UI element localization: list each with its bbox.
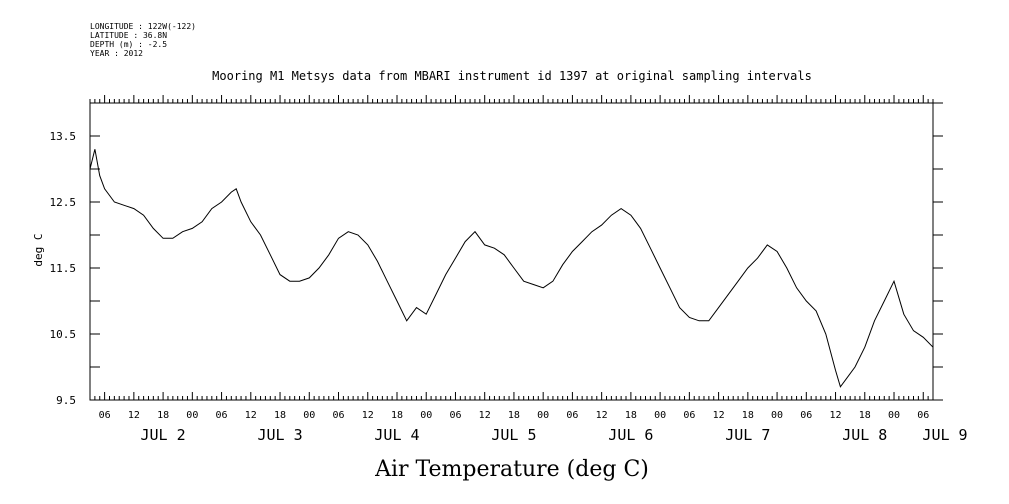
x-day-label: JUL 7 xyxy=(725,426,770,444)
x-hour-label: 00 xyxy=(771,410,783,421)
x-hour-label: 12 xyxy=(245,410,257,421)
y-tick-label: 10.5 xyxy=(50,328,77,341)
x-hour-label: 12 xyxy=(713,410,725,421)
x-day-label: JUL 6 xyxy=(608,426,653,444)
x-hour-label: 18 xyxy=(157,410,169,421)
x-day-label: JUL 9 xyxy=(922,426,967,444)
plot-frame xyxy=(89,102,934,401)
longitude-text: LONGITUDE : 122W(-122) xyxy=(90,22,196,31)
x-hour-label: 12 xyxy=(830,410,842,421)
depth-text: DEPTH (m) : -2.5 xyxy=(90,40,168,49)
x-day-label: JUL 4 xyxy=(374,426,419,444)
x-hour-label: 12 xyxy=(596,410,608,421)
y-tick-label: 13.5 xyxy=(50,130,77,143)
x-hour-label: 06 xyxy=(449,410,461,421)
x-hour-label: 18 xyxy=(742,410,754,421)
chart-title: Mooring M1 Metsys data from MBARI instru… xyxy=(212,69,812,83)
x-hour-label: 00 xyxy=(420,410,432,421)
y-axis-label: deg C xyxy=(32,233,45,266)
x-hour-label: 06 xyxy=(99,410,111,421)
x-hour-label: 18 xyxy=(859,410,871,421)
latitude-text: LATITUDE : 36.8N xyxy=(90,31,168,40)
x-hour-label: 06 xyxy=(332,410,344,421)
x-hour-label: 00 xyxy=(303,410,315,421)
x-hour-label: 06 xyxy=(566,410,578,421)
x-day-label: JUL 2 xyxy=(141,426,186,444)
x-hour-label: 18 xyxy=(508,410,520,421)
x-hour-label: 00 xyxy=(888,410,900,421)
y-tick-label: 9.5 xyxy=(56,394,76,407)
x-hour-label: 06 xyxy=(800,410,812,421)
x-hour-label: 12 xyxy=(362,410,374,421)
x-hour-label: 06 xyxy=(216,410,228,421)
series-line xyxy=(89,149,934,388)
x-day-label: JUL 5 xyxy=(491,426,536,444)
x-hour-label: 00 xyxy=(654,410,666,421)
x-day-label: JUL 8 xyxy=(842,426,887,444)
x-hour-label: 12 xyxy=(479,410,491,421)
x-axis-label: Air Temperature (deg C) xyxy=(374,457,649,482)
x-hour-label: 06 xyxy=(917,410,929,421)
x-hour-label: 18 xyxy=(274,410,286,421)
station-metadata: LONGITUDE : 122W(-122) LATITUDE : 36.8N … xyxy=(90,22,196,58)
x-hour-label: 00 xyxy=(537,410,549,421)
x-day-label: JUL 3 xyxy=(257,426,302,444)
x-hour-label: 06 xyxy=(683,410,695,421)
x-axis: 06 12 18 00 06 12 18 00 06 12 18 00 06 12 18 00 06 12 18 00… xyxy=(89,95,968,444)
series-layer xyxy=(89,149,934,388)
y-axis: 9.5 10.5 11.5 12.5 13.5 xyxy=(50,102,943,407)
x-hour-label: 18 xyxy=(625,410,637,421)
plot-border xyxy=(89,102,934,401)
x-hour-label: 18 xyxy=(391,410,403,421)
x-hour-label: 12 xyxy=(128,410,140,421)
y-tick-label: 11.5 xyxy=(50,262,77,275)
year-text: YEAR : 2012 xyxy=(90,49,143,58)
x-hour-label: 00 xyxy=(186,410,198,421)
y-tick-label: 12.5 xyxy=(50,196,77,209)
